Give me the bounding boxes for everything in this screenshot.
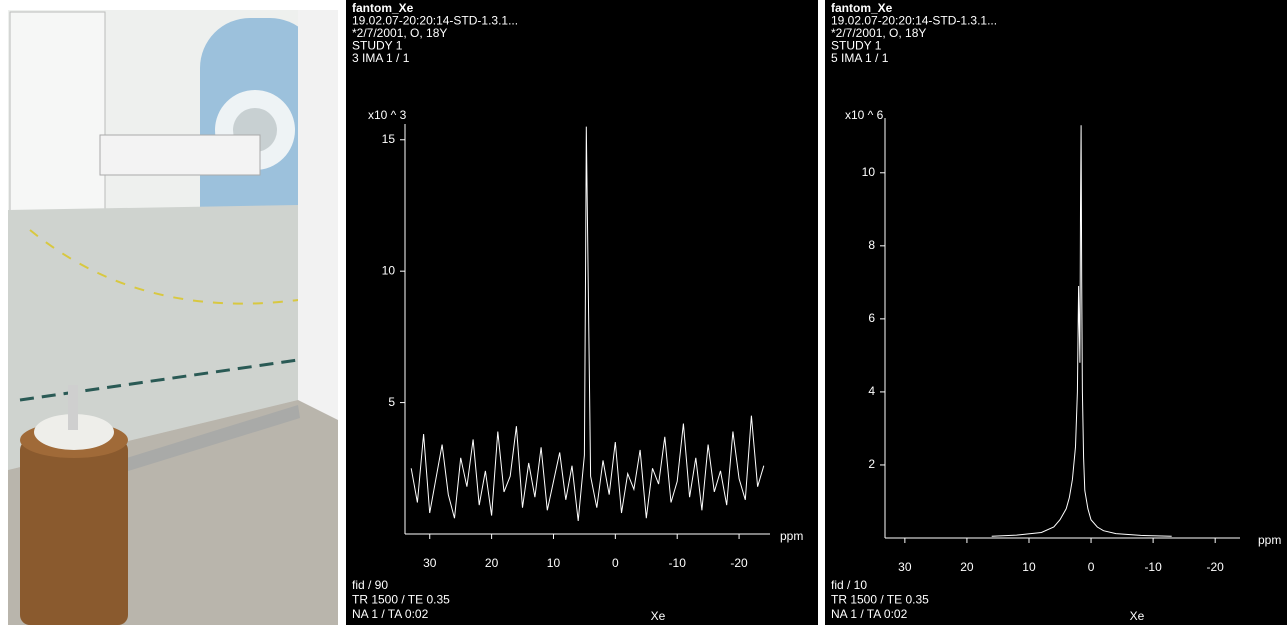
y-tick-label: 4 [868,384,875,398]
x-axis-label: Xe [1130,609,1145,623]
x-tick-label: 20 [960,560,974,574]
y-tick-label: 10 [382,263,396,277]
x-tick-label: 10 [1022,560,1036,574]
header-line: 5 IMA 1 / 1 [831,51,889,65]
y-tick-label: 5 [388,395,395,409]
header-line: STUDY 1 [831,39,882,53]
photo [8,10,338,625]
spectrum-line [991,125,1172,537]
header-line: *2/7/2001, O, 18Y [352,26,447,40]
footer-line: fid / 10 [831,578,867,592]
y-tick-label: 2 [868,457,875,471]
y-tick-label: 15 [382,132,396,146]
y-tick-label: 10 [862,165,876,179]
panel [825,0,1287,625]
x-tick-label: 0 [1088,560,1095,574]
x-tick-label: 30 [898,560,912,574]
header-line: *2/7/2001, O, 18Y [831,26,926,40]
header-line: STUDY 1 [352,39,403,53]
spectrum-line [410,126,765,521]
x-tick-label: -20 [1207,560,1225,574]
x-axis-label: Xe [651,609,666,623]
footer-line: NA 1 / TA 0:02 [352,607,429,621]
x-tick-label: 20 [485,556,499,570]
panel [346,0,818,625]
header-line: 19.02.07-20:20:14-STD-1.3.1... [831,14,997,28]
footer-line: TR 1500 / TE 0.35 [352,593,450,607]
x-unit: ppm [1258,533,1281,547]
footer-line: TR 1500 / TE 0.35 [831,593,929,607]
axis-multiplier: x10 ^ 6 [845,108,884,122]
header-line: 3 IMA 1 / 1 [352,51,410,65]
x-tick-label: 10 [547,556,561,570]
y-tick-label: 8 [868,238,875,252]
x-tick-label: -10 [669,556,687,570]
y-tick-label: 6 [868,311,875,325]
header-line: 19.02.07-20:20:14-STD-1.3.1... [352,14,518,28]
axis-multiplier: x10 ^ 3 [368,108,407,122]
header-line: fantom_Xe [352,1,414,15]
x-tick-label: 30 [423,556,437,570]
x-unit: ppm [780,529,803,543]
footer-line: fid / 90 [352,578,388,592]
x-tick-label: -20 [730,556,748,570]
x-tick-label: 0 [612,556,619,570]
footer-line: NA 1 / TA 0:02 [831,607,908,621]
x-tick-label: -10 [1144,560,1162,574]
header-line: fantom_Xe [831,1,893,15]
